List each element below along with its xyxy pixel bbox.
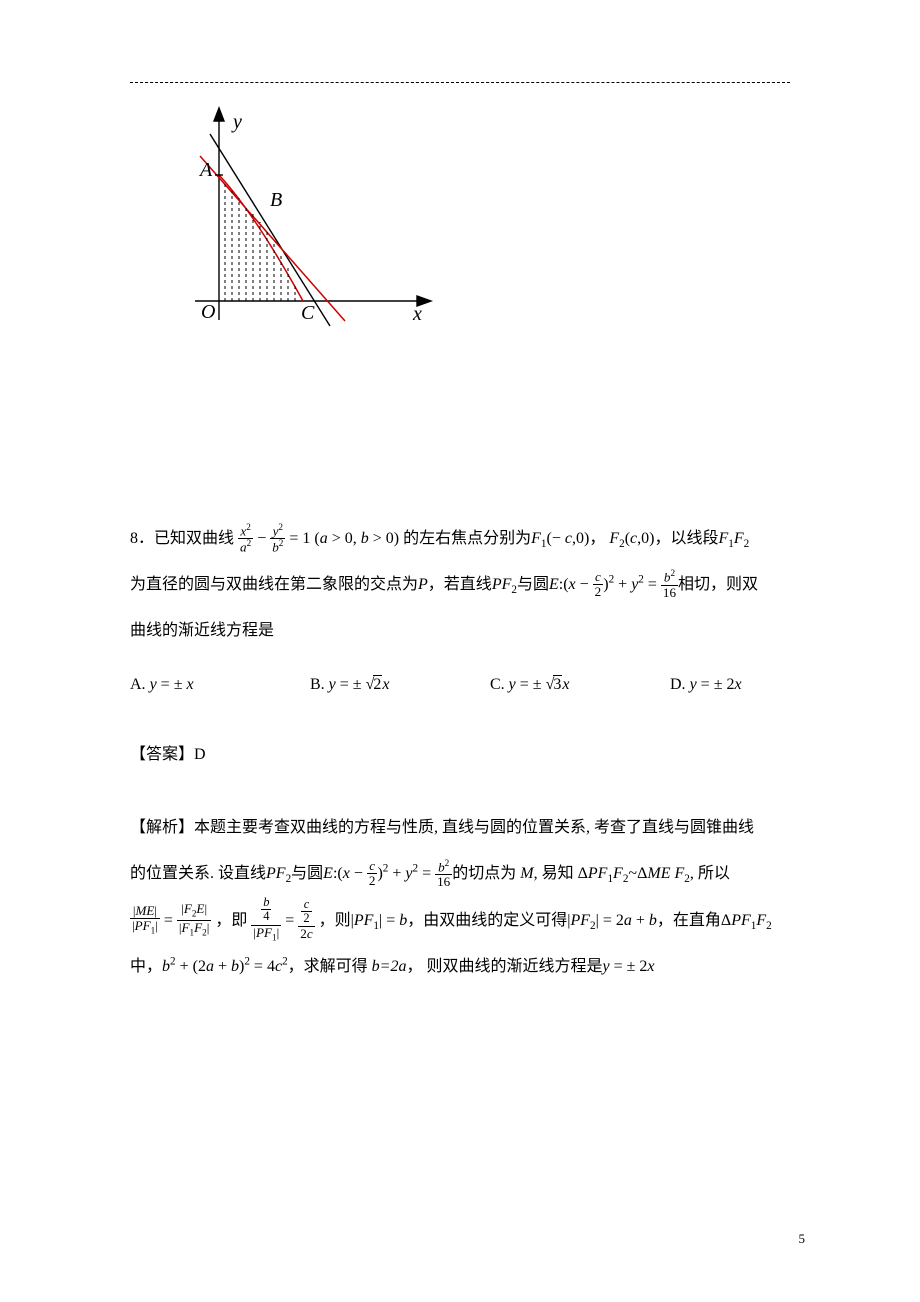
question-line-3: 曲线的渐近线方程是 [130, 611, 805, 651]
options-row: A. y = ± x B. y = ± 2x C. y = ± 3x D. y … [130, 665, 805, 705]
origin-O: O [201, 301, 215, 323]
analysis-line-1: 【解析】本题主要考查双曲线的方程与性质, 直线与圆的位置关系, 考查了直线与圆锥… [130, 805, 805, 851]
option-B: B. y = ± 2x [310, 665, 490, 705]
analysis: 【解析】本题主要考查双曲线的方程与性质, 直线与圆的位置关系, 考查了直线与圆锥… [130, 805, 805, 991]
top-rule [130, 82, 790, 83]
option-A: A. y = ± x [130, 665, 310, 705]
point-A: A [198, 159, 213, 181]
geometry-figure: y x A B O C [165, 106, 805, 349]
analysis-line-2: 的位置关系. 设直线PF2与圆E:(x − c2)2 + y2 = b216的切… [130, 851, 805, 897]
point-C: C [301, 302, 315, 324]
answer: 【答案】D [130, 735, 805, 775]
question-line-1: 8．已知双曲线 x2a2 − y2b2 = 1 (a > 0, b > 0) 的… [130, 519, 805, 559]
analysis-line-3: |ME||PF1| = |F2E||F1F2| ，即 b4 |PF1| = c2… [130, 898, 805, 944]
option-C: C. y = ± 3x [490, 665, 670, 705]
axis-x-label: x [412, 303, 422, 325]
question-8: 8．已知双曲线 x2a2 − y2b2 = 1 (a > 0, b > 0) 的… [130, 519, 805, 991]
page-number: 5 [799, 1231, 806, 1247]
point-B: B [270, 189, 282, 211]
option-D: D. y = ± 2x [670, 665, 810, 705]
page: 5 [0, 0, 920, 1302]
analysis-line-4: 中，b2 + (2a + b)2 = 4c2，求解可得 b=2a， 则双曲线的渐… [130, 944, 805, 990]
question-line-2: 为直径的圆与双曲线在第二象限的交点为P，若直线PF2与圆E:(x − c2)2 … [130, 565, 805, 605]
axis-y-label: y [231, 111, 242, 133]
